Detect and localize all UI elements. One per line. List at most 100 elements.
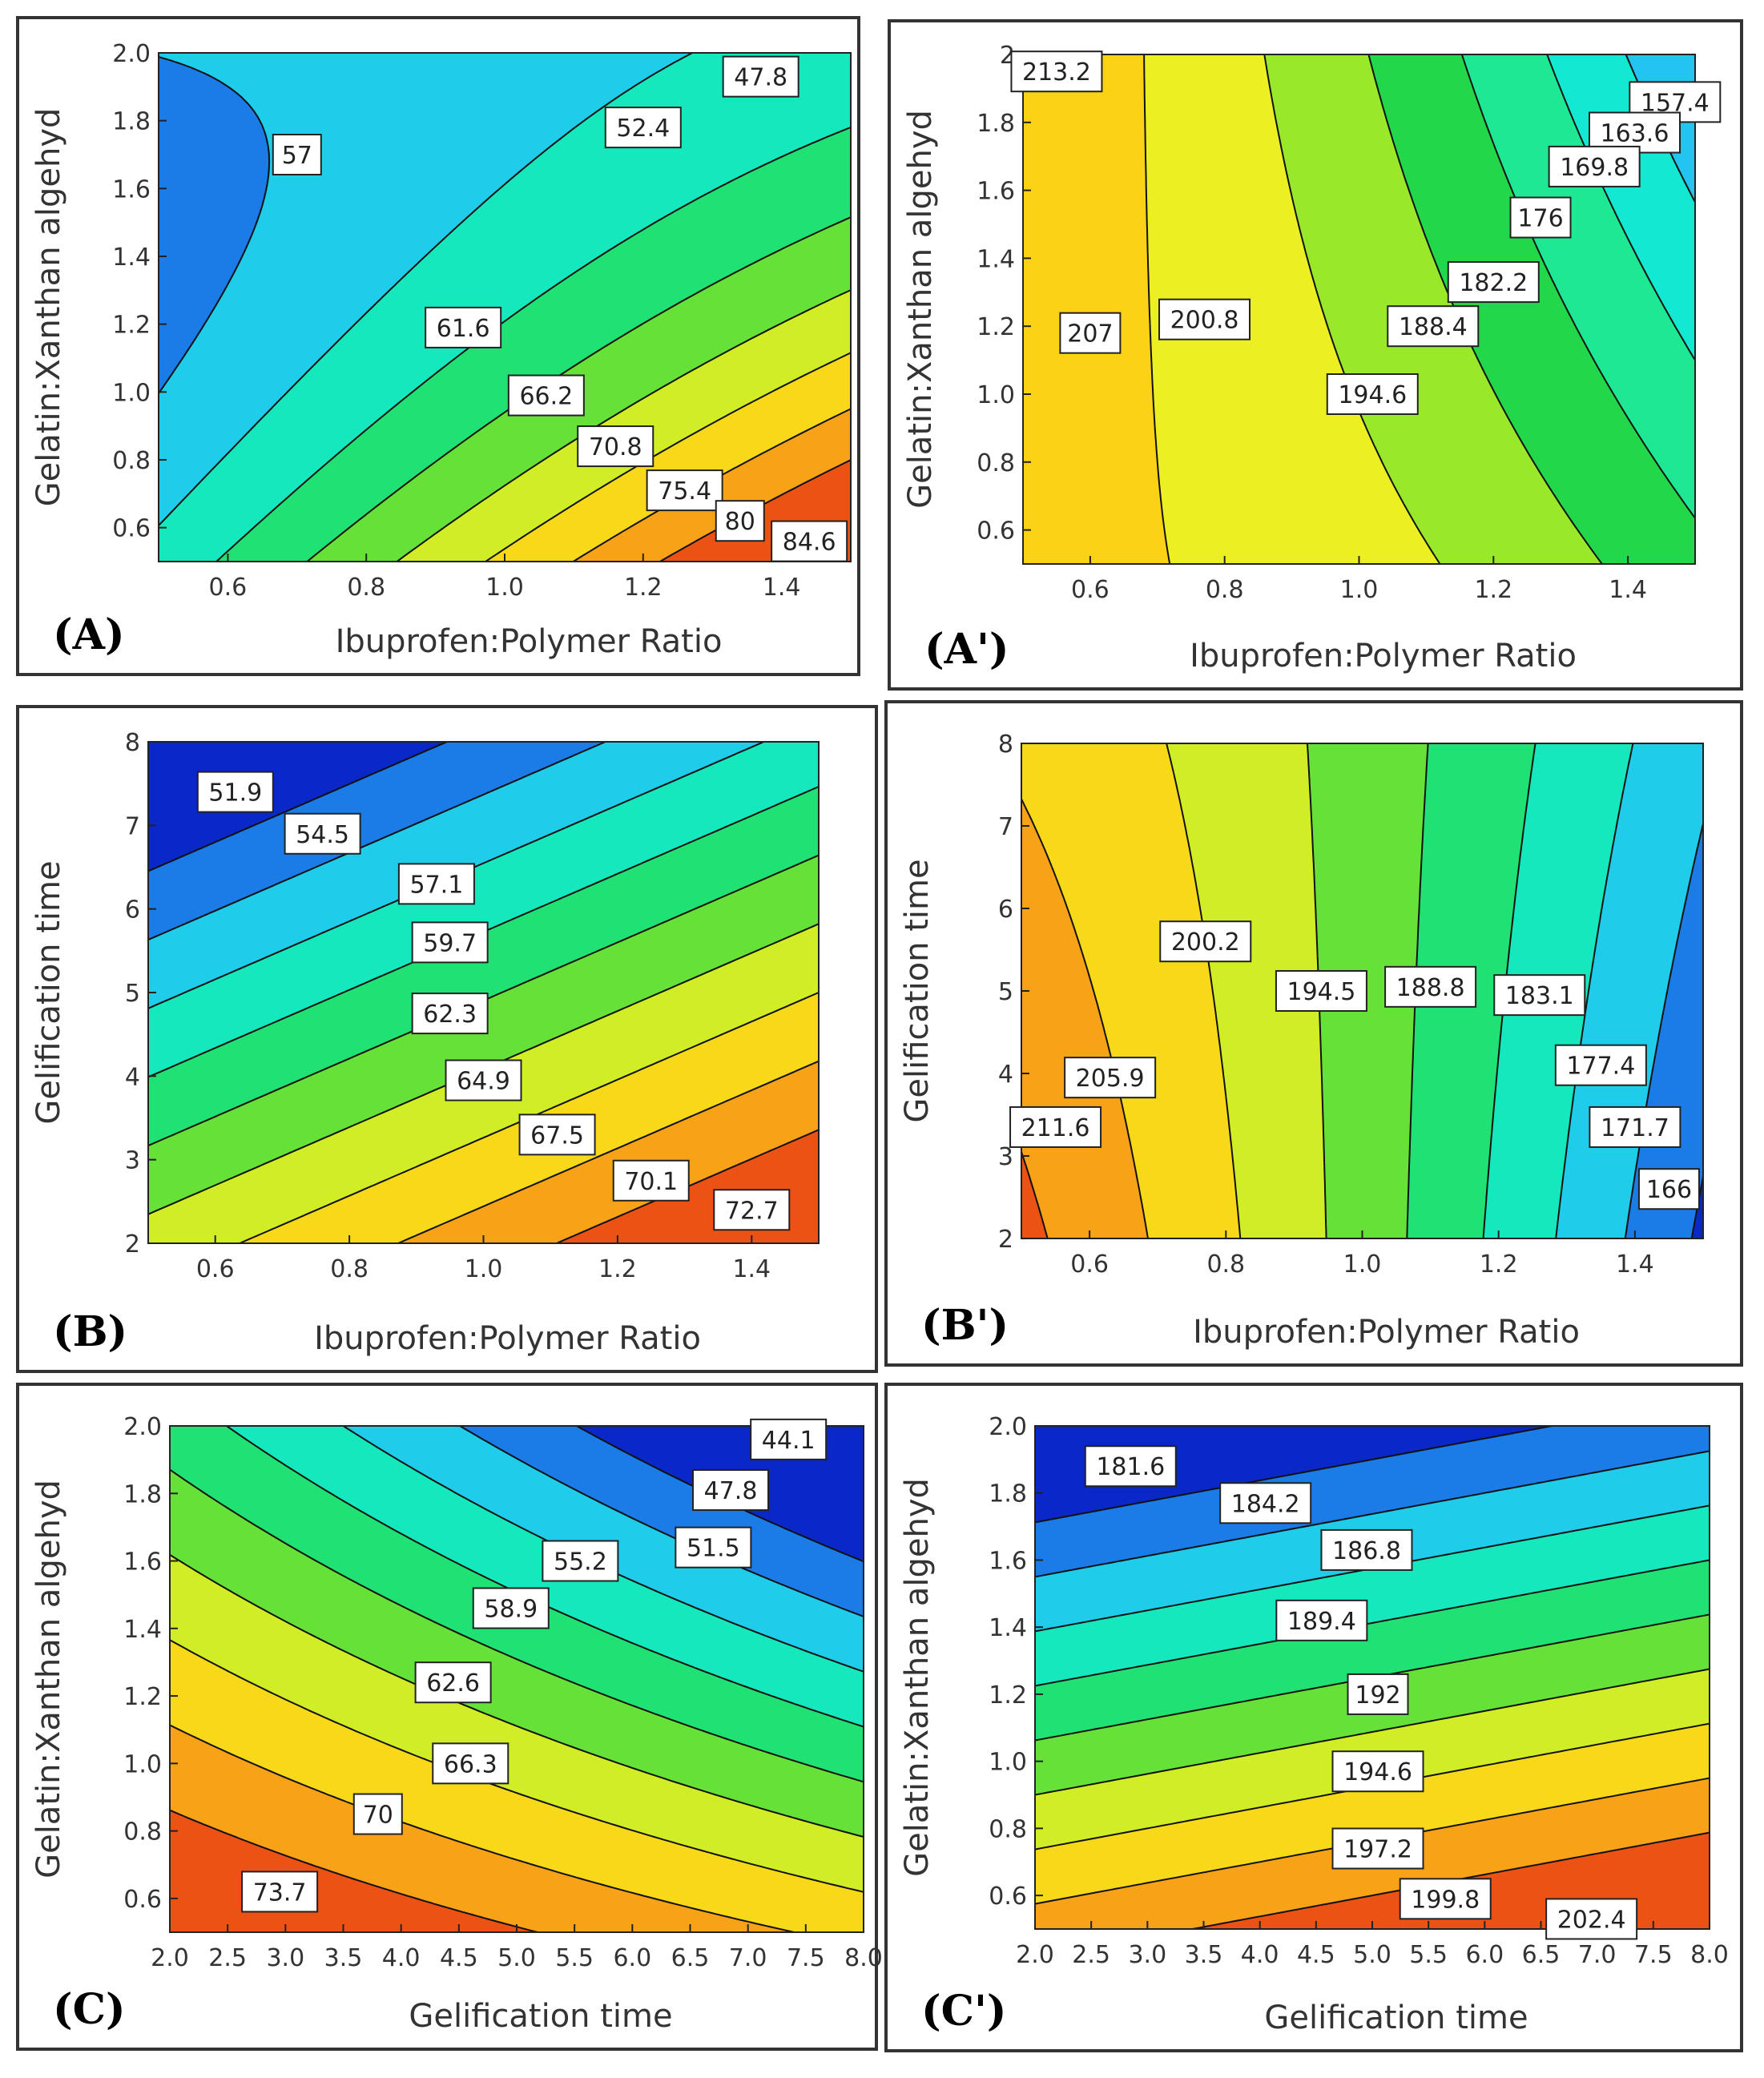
contour-line-5 <box>1306 743 1327 1239</box>
contour-label-value: 188.4 <box>1399 313 1468 341</box>
x-axis-title: Gelification time <box>409 1998 672 2035</box>
y-tick-label: 5 <box>998 978 1013 1006</box>
contour-line-1 <box>158 56 271 394</box>
x-tick-label: 5.0 <box>1353 1941 1391 1969</box>
x-tick-label: 5.0 <box>497 1944 536 1972</box>
contour-label-value: 84.6 <box>783 529 836 557</box>
y-tick-label: 1.8 <box>112 108 151 136</box>
x-tick-label: 7.5 <box>787 1944 825 1972</box>
contour-label-box <box>1275 1599 1368 1641</box>
contour-line-4 <box>169 1468 864 1783</box>
panel-A: 0.6 0.8 1.0 1.2 1.4 0.6 0.8 1.0 1.2 1.4 1.6 1.8 2.0 I… <box>16 16 860 676</box>
y-tick-label: 6 <box>125 896 140 924</box>
y-axis-title: Gelatin:Xanthan algehyd <box>30 108 67 507</box>
contour-label: 186.8 <box>1320 1528 1413 1571</box>
contour-label-value: 207 <box>1067 320 1113 348</box>
y-tick-label: 1.6 <box>989 1547 1027 1575</box>
contour-label-value: 184.2 <box>1231 1490 1300 1518</box>
panel-letter: (C) <box>53 1985 126 2034</box>
contour-label: 67.5 <box>518 1114 596 1156</box>
y-axis-title: Gelification time <box>30 860 67 1124</box>
x-tick-label: 0.6 <box>209 574 248 602</box>
contour-fill <box>148 742 819 1243</box>
contour-label-value: 192 <box>1355 1681 1400 1710</box>
contour-label-box <box>411 921 489 964</box>
contour-label-value: 70 <box>363 1802 393 1830</box>
contour-label-value: 176 <box>1517 205 1563 233</box>
y-tick-label: 0.6 <box>977 517 1015 546</box>
x-tick-label: 3.5 <box>1185 1941 1223 1969</box>
contour-label: 58.9 <box>472 1587 550 1629</box>
x-tick-label: 1.2 <box>1474 576 1512 604</box>
contour-label-value: 70.1 <box>624 1168 678 1196</box>
contour-label-value: 72.7 <box>725 1197 779 1225</box>
contour-line-7 <box>169 1724 795 1933</box>
contour-label-box <box>646 469 723 512</box>
y-tick-label: 1.6 <box>977 178 1015 206</box>
contour-label-box <box>1554 1044 1647 1086</box>
x-tick-label: 7.5 <box>1634 1941 1673 1969</box>
panel-C: 2.0 2.5 3.0 3.5 4.0 4.5 5.0 5.5 6.0 6.5 7.0 7.5 8.0 0… <box>16 1383 883 2051</box>
x-tick-label: 2.5 <box>208 1944 247 1972</box>
contour-label: 213.2 <box>1010 50 1103 93</box>
contour-label-box <box>1275 970 1367 1012</box>
contour-fill <box>1023 54 1695 564</box>
contour-label: 72.7 <box>713 1189 791 1231</box>
contour-label-box <box>1331 1750 1424 1793</box>
panel-B2: 0.6 0.8 1.0 1.2 1.4 2 3 4 5 6 7 8 Ibuprofen:Polymer … <box>884 700 1743 1367</box>
contour-label-box <box>425 306 502 348</box>
y-tick-label: 8 <box>125 729 140 757</box>
contour-label: 57.1 <box>397 863 475 905</box>
contour-label: 200.8 <box>1158 298 1251 340</box>
contour-label-box <box>675 1526 752 1569</box>
contour-label-box <box>241 1871 319 1913</box>
contour-label-value: 47.8 <box>704 1477 758 1505</box>
x-tick-label: 1.4 <box>763 574 801 602</box>
contour-label-value: 67.5 <box>530 1122 584 1150</box>
y-tick-label: 0.8 <box>123 1818 162 1846</box>
contour-label: 47.8 <box>692 1469 770 1512</box>
contour-label-value: 66.2 <box>519 383 573 411</box>
contour-line-8 <box>169 1809 538 1933</box>
contour-label-value: 194.6 <box>1343 1758 1412 1786</box>
x-tick-label: 7.0 <box>729 1944 767 1972</box>
contour-line-5 <box>1034 1668 1710 1796</box>
contour-label-value: 58.9 <box>484 1596 538 1624</box>
y-tick-label: 0.6 <box>123 1886 162 1914</box>
x-axis-title: Ibuprofen:Polymer Ratio <box>1193 1314 1580 1351</box>
contour-label: 61.6 <box>425 306 502 348</box>
x-tick-label: 0.8 <box>330 1255 369 1283</box>
contour-label-value: 171.7 <box>1601 1114 1669 1142</box>
contour-label-value: 55.2 <box>554 1548 607 1577</box>
y-tick-label: 2 <box>998 1226 1013 1254</box>
x-tick-label: 5.5 <box>555 1944 594 1972</box>
contour-label-box <box>1219 1482 1312 1524</box>
panel-A2: 0.6 0.8 1.0 1.2 1.40.60.81.01.21.41.61.82Ibu… <box>888 19 1743 691</box>
contour-label-value: 200.2 <box>1171 928 1240 956</box>
contour-label-box <box>432 1742 509 1785</box>
contour-label-value: 75.4 <box>658 477 711 505</box>
contour-label-box <box>577 425 654 468</box>
contour-label-box <box>1589 1105 1681 1148</box>
contour-label: 57 <box>272 134 322 175</box>
contour-label: 200.2 <box>1159 920 1252 963</box>
contour-label-value: 188.8 <box>1396 974 1465 1002</box>
contour-label: 51.9 <box>196 771 274 813</box>
y-tick-label: 1.2 <box>112 312 151 340</box>
contour-label: 64.9 <box>445 1059 522 1101</box>
contour-label: 51.5 <box>675 1526 752 1569</box>
contour-label: 211.6 <box>1009 1105 1102 1148</box>
x-tick-label: 4.5 <box>440 1944 478 1972</box>
contour-label: 176 <box>1509 196 1572 239</box>
contour-label-value: 166 <box>1646 1176 1692 1204</box>
contour-label-box <box>750 1418 828 1460</box>
contour-label: 54.5 <box>284 812 361 855</box>
x-tick-label: 6.0 <box>613 1944 651 1972</box>
contour-label: 70.8 <box>577 425 654 468</box>
y-tick-label: 1.0 <box>112 379 151 407</box>
y-tick-label: 1.8 <box>123 1480 162 1508</box>
contour-label: 194.5 <box>1275 970 1367 1012</box>
x-tick-label: 1.0 <box>1340 576 1379 604</box>
x-tick-label: 8.0 <box>1690 1941 1729 1969</box>
contour-label-box <box>771 520 848 562</box>
